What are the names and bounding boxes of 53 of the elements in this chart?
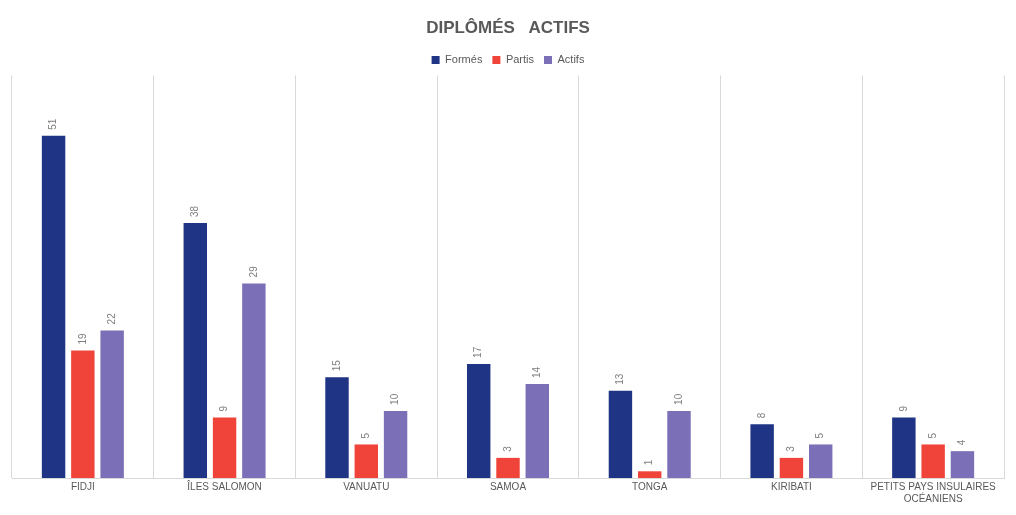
legend-label: Formés bbox=[445, 52, 483, 65]
chart-title: DIPLÔMÉS ACTIFS bbox=[426, 17, 590, 37]
bar bbox=[212, 417, 237, 478]
bar bbox=[325, 377, 349, 478]
data-label: 22 bbox=[105, 312, 117, 325]
data-label: 1 bbox=[643, 459, 655, 466]
bar bbox=[242, 283, 266, 478]
data-label: 19 bbox=[76, 332, 88, 345]
data-label: 10 bbox=[672, 393, 684, 405]
bar bbox=[467, 363, 491, 478]
bar bbox=[892, 417, 916, 478]
bar bbox=[950, 451, 975, 478]
data-label: 13 bbox=[614, 373, 626, 385]
legend-label: Actifs bbox=[557, 52, 585, 65]
bar bbox=[779, 457, 804, 478]
x-tick-label: TONGA bbox=[632, 480, 668, 492]
bar bbox=[525, 384, 549, 478]
bar bbox=[41, 135, 66, 478]
bar bbox=[608, 390, 633, 478]
data-label: 3 bbox=[501, 445, 513, 452]
bar bbox=[667, 410, 691, 478]
data-label: 10 bbox=[389, 393, 401, 405]
x-tick-label: KIRIBATI bbox=[770, 480, 812, 492]
data-label: 14 bbox=[531, 366, 543, 379]
bar bbox=[100, 330, 124, 478]
bar bbox=[496, 457, 520, 478]
bar bbox=[383, 410, 408, 478]
legend-label: Partis bbox=[505, 52, 535, 65]
bar bbox=[638, 471, 662, 478]
data-label: 17 bbox=[472, 346, 484, 358]
bar bbox=[183, 223, 207, 478]
data-label: 15 bbox=[330, 359, 342, 372]
data-label: 5 bbox=[814, 432, 826, 439]
bar bbox=[921, 444, 945, 478]
data-label: 5 bbox=[360, 432, 372, 439]
bar bbox=[750, 424, 774, 478]
x-tick-label: FIDJI bbox=[70, 480, 95, 492]
data-label: 9 bbox=[897, 405, 909, 412]
x-tick-label: VANUATU bbox=[343, 480, 390, 492]
data-label: 51 bbox=[47, 118, 59, 130]
data-label: 9 bbox=[218, 405, 230, 412]
x-tick-label: PETITS PAYS INSULAIRES OCÉANIENS bbox=[870, 480, 997, 504]
data-label: 3 bbox=[785, 445, 797, 452]
data-label: 38 bbox=[189, 205, 201, 218]
data-label: 8 bbox=[755, 412, 767, 419]
data-label: 4 bbox=[956, 439, 968, 446]
data-label: 5 bbox=[926, 432, 938, 439]
data-label: 29 bbox=[247, 265, 259, 278]
bar bbox=[809, 444, 833, 478]
x-tick-label: SAMOA bbox=[489, 480, 527, 492]
bar bbox=[71, 350, 95, 478]
bar bbox=[354, 444, 378, 478]
x-tick-label: ÎLES SALOMON bbox=[186, 479, 262, 492]
